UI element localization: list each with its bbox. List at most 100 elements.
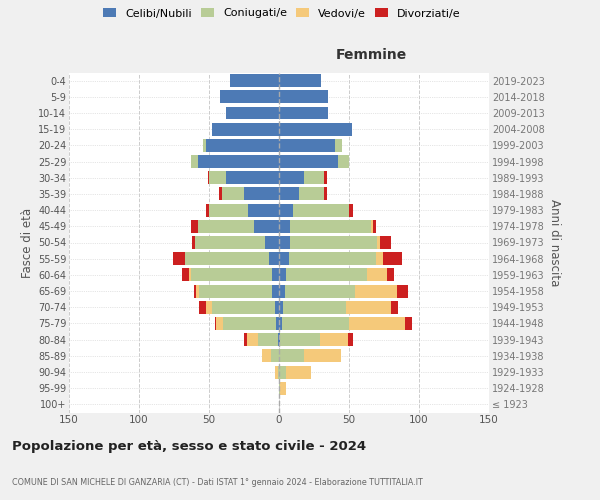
- Bar: [248, 204, 279, 216]
- Bar: [279, 172, 304, 184]
- Bar: [279, 301, 283, 314]
- Bar: [219, 188, 221, 200]
- Bar: [212, 122, 279, 136]
- Bar: [198, 155, 279, 168]
- Bar: [196, 284, 199, 298]
- Bar: [371, 220, 373, 233]
- Bar: [206, 301, 212, 314]
- Bar: [279, 366, 286, 378]
- Bar: [293, 204, 349, 216]
- Bar: [279, 90, 328, 104]
- Bar: [185, 252, 269, 265]
- Text: Popolazione per età, sesso e stato civile - 2024: Popolazione per età, sesso e stato civil…: [12, 440, 366, 453]
- Bar: [279, 268, 286, 281]
- Bar: [304, 172, 324, 184]
- Bar: [283, 301, 346, 314]
- Bar: [335, 139, 342, 152]
- Bar: [338, 155, 349, 168]
- Bar: [191, 268, 272, 281]
- Bar: [192, 236, 195, 249]
- Bar: [324, 172, 326, 184]
- Bar: [272, 284, 279, 298]
- Bar: [190, 268, 191, 281]
- Bar: [203, 139, 206, 152]
- Bar: [279, 382, 280, 394]
- Bar: [279, 350, 304, 362]
- Bar: [355, 284, 397, 298]
- Bar: [299, 188, 324, 200]
- Bar: [279, 220, 290, 233]
- Bar: [226, 172, 279, 184]
- Bar: [276, 317, 279, 330]
- Bar: [373, 220, 376, 233]
- Bar: [376, 252, 383, 265]
- Text: Femmine: Femmine: [336, 48, 407, 62]
- Bar: [290, 236, 377, 249]
- Bar: [279, 252, 289, 265]
- Bar: [383, 252, 402, 265]
- Bar: [199, 284, 272, 298]
- Bar: [206, 204, 209, 216]
- Bar: [262, 350, 271, 362]
- Bar: [247, 333, 258, 346]
- Bar: [212, 301, 275, 314]
- Bar: [220, 90, 279, 104]
- Bar: [324, 188, 326, 200]
- Bar: [380, 236, 391, 249]
- Bar: [275, 301, 279, 314]
- Bar: [280, 382, 286, 394]
- Bar: [289, 252, 376, 265]
- Bar: [279, 317, 282, 330]
- Bar: [209, 204, 248, 216]
- Bar: [173, 252, 185, 265]
- Bar: [198, 220, 254, 233]
- Bar: [279, 74, 321, 87]
- Bar: [272, 268, 279, 281]
- Bar: [346, 301, 391, 314]
- Bar: [286, 366, 311, 378]
- Bar: [279, 236, 290, 249]
- Bar: [195, 236, 265, 249]
- Bar: [349, 317, 405, 330]
- Y-axis label: Anni di nascita: Anni di nascita: [548, 199, 562, 286]
- Bar: [191, 220, 198, 233]
- Bar: [182, 268, 190, 281]
- Bar: [254, 220, 279, 233]
- Bar: [269, 252, 279, 265]
- Bar: [284, 284, 355, 298]
- Bar: [191, 155, 198, 168]
- Legend: Celibi/Nubili, Coniugati/e, Vedovi/e, Divorziati/e: Celibi/Nubili, Coniugati/e, Vedovi/e, Di…: [103, 8, 461, 18]
- Bar: [279, 284, 284, 298]
- Bar: [223, 317, 276, 330]
- Bar: [290, 220, 371, 233]
- Bar: [279, 188, 299, 200]
- Bar: [194, 284, 196, 298]
- Bar: [208, 172, 209, 184]
- Text: COMUNE DI SAN MICHELE DI GANZARIA (CT) - Dati ISTAT 1° gennaio 2024 - Elaborazio: COMUNE DI SAN MICHELE DI GANZARIA (CT) -…: [12, 478, 423, 487]
- Bar: [280, 333, 320, 346]
- Bar: [278, 333, 279, 346]
- Bar: [215, 317, 216, 330]
- Bar: [377, 236, 380, 249]
- Bar: [279, 333, 280, 346]
- Bar: [349, 204, 353, 216]
- Bar: [347, 333, 353, 346]
- Bar: [199, 301, 206, 314]
- Bar: [271, 350, 279, 362]
- Bar: [391, 301, 398, 314]
- Y-axis label: Fasce di età: Fasce di età: [20, 208, 34, 278]
- Bar: [279, 106, 328, 120]
- Bar: [258, 333, 278, 346]
- Bar: [221, 188, 244, 200]
- Bar: [286, 268, 367, 281]
- Bar: [279, 204, 293, 216]
- Bar: [244, 188, 279, 200]
- Bar: [367, 268, 387, 281]
- Bar: [397, 284, 408, 298]
- Bar: [320, 333, 347, 346]
- Bar: [216, 317, 223, 330]
- Bar: [282, 317, 349, 330]
- Bar: [275, 366, 278, 378]
- Bar: [265, 236, 279, 249]
- Bar: [387, 268, 394, 281]
